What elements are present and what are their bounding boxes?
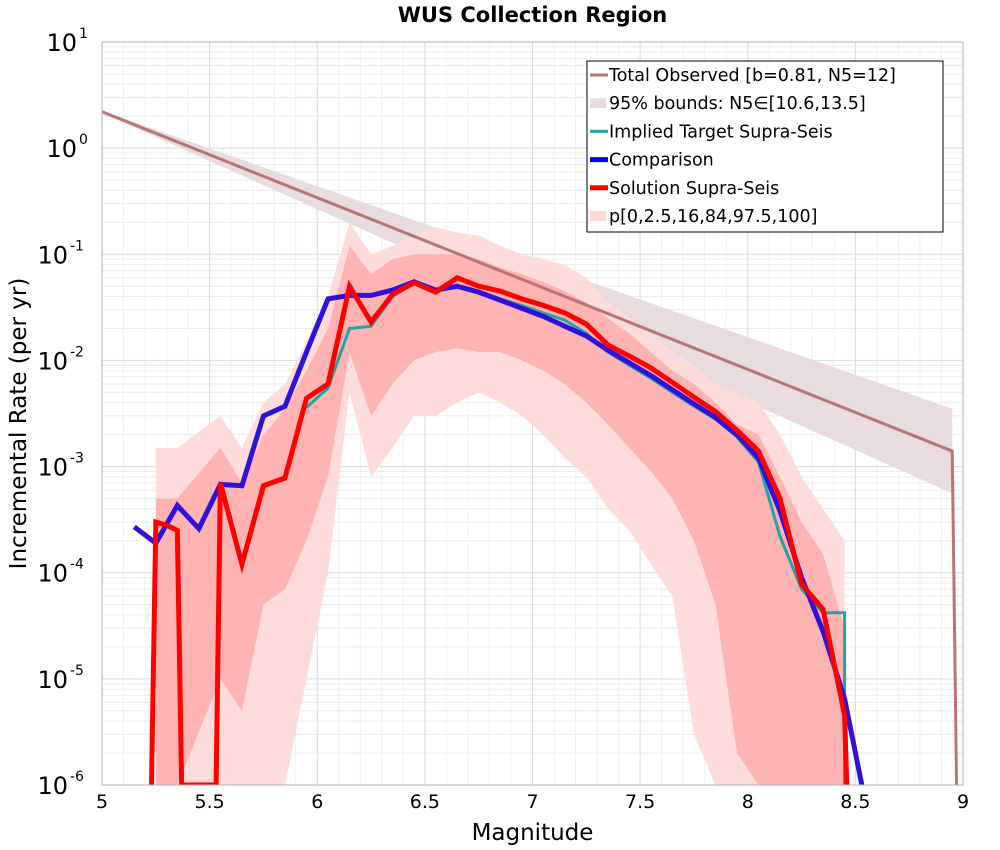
y-tick-exponent: -3 (70, 451, 84, 467)
series-line-total-observed (102, 110, 959, 785)
x-tick-label: 6.5 (410, 791, 440, 813)
y-tick-exponent: -2 (70, 344, 84, 360)
y-tick-label: 10 (46, 135, 77, 163)
y-tick-label: 10 (37, 347, 68, 375)
y-tick-label: 10 (37, 241, 68, 269)
x-tick-label: 6 (311, 791, 323, 813)
y-tick-exponent: -6 (70, 769, 84, 785)
x-tick-label: 5 (96, 791, 108, 813)
y-tick-label: 10 (37, 666, 68, 694)
legend-label: 95% bounds: N5∈[10.6,13.5] (609, 94, 866, 114)
x-tick-label: 9 (957, 791, 969, 813)
plot-area (102, 110, 959, 785)
x-tick-label: 7.5 (625, 791, 655, 813)
legend: Total Observed [b=0.81, N5=12] 95% bounds… (586, 60, 944, 233)
x-axis: 5 5.5 6 6.5 7 7.5 8 8.5 9 (96, 791, 969, 813)
legend-label: Comparison (609, 151, 714, 171)
y-tick-exponent: -5 (70, 663, 84, 679)
y-tick-label: 10 (37, 454, 68, 482)
y-tick-label: 10 (37, 560, 68, 588)
plot-frame (101, 41, 964, 786)
legend-swatch (590, 98, 606, 109)
legend-label: p[0,2.5,16,84,97.5,100] (609, 207, 817, 227)
legend-label: Total Observed [b=0.81, N5=12] (608, 66, 896, 86)
chart-title: WUS Collection Region (398, 3, 668, 27)
x-tick-label: 8 (742, 791, 754, 813)
legend-label: Implied Target Supra-Seis (609, 122, 833, 142)
y-tick-exponent: -1 (70, 238, 84, 254)
y-tick-exponent: -4 (70, 557, 84, 573)
y-axis-label: Incremental Rate (per yr) (6, 278, 32, 570)
x-tick-label: 7 (526, 791, 538, 813)
x-axis-label: Magnitude (472, 820, 594, 846)
legend-box (586, 60, 944, 233)
x-tick-label: 5.5 (195, 791, 225, 813)
y-tick-label: 10 (46, 29, 77, 57)
y-tick-exponent: 0 (79, 132, 88, 148)
series-lines (102, 110, 959, 785)
y-tick-label: 10 (37, 772, 68, 800)
series-line-solution (149, 275, 850, 785)
series-line-comparison (132, 279, 865, 785)
x-tick-label: 8.5 (840, 791, 870, 813)
y-tick-exponent: 1 (79, 26, 88, 42)
legend-label: Solution Supra-Seis (609, 179, 779, 199)
legend-swatch (590, 211, 606, 221)
